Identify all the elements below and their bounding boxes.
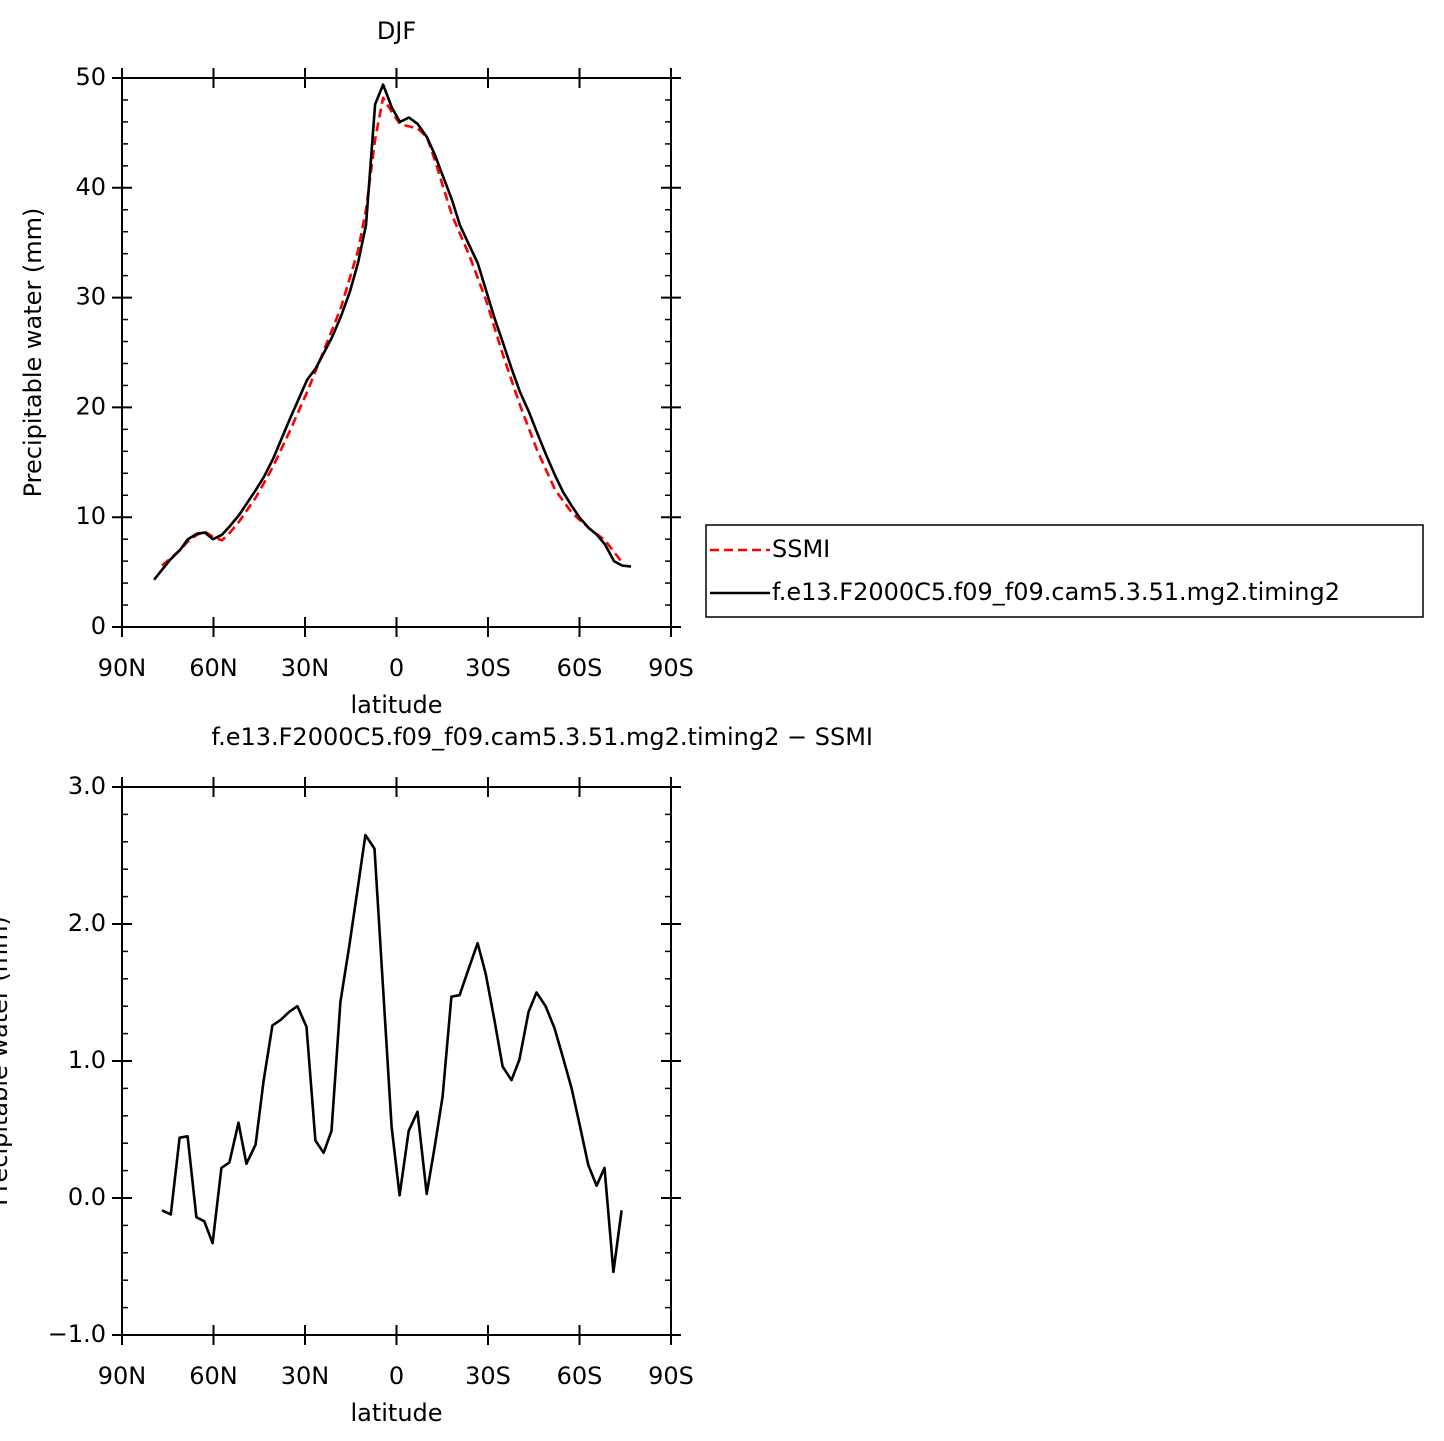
x-axis-label: latitude (350, 691, 442, 719)
x-tick-label: 30N (281, 1362, 330, 1390)
y-axis-label: Precipitable water (mm) (0, 916, 13, 1206)
legend-box (705, 524, 1424, 618)
x-tick-label: 60S (557, 654, 603, 682)
x-tick-label: 60N (189, 654, 238, 682)
plot-frame (121, 77, 672, 628)
plot-frame (121, 786, 672, 1336)
y-tick-label: 10 (75, 502, 106, 530)
x-tick-label: 0 (389, 654, 404, 682)
x-tick-label: 60N (189, 1362, 238, 1390)
x-tick-label: 0 (389, 1362, 404, 1390)
x-axis-label: latitude (350, 1399, 442, 1427)
y-tick-label: 0 (91, 612, 106, 640)
y-axis-label: Precipitable water (mm) (19, 208, 47, 498)
x-tick-label: 60S (557, 1362, 603, 1390)
y-tick-label: 30 (75, 283, 106, 311)
y-tick-label: 50 (75, 63, 106, 91)
data-line (161, 96, 623, 567)
y-tick-label: 3.0 (68, 772, 106, 800)
y-tick-label: 40 (75, 173, 106, 201)
legend-label: SSMI (772, 535, 830, 563)
data-line (161, 833, 623, 1274)
x-tick-label: 90N (98, 654, 147, 682)
y-tick-label: 1.0 (68, 1046, 106, 1074)
chart-title: DJF (377, 17, 416, 45)
x-tick-label: 30S (465, 654, 511, 682)
x-tick-label: 30S (465, 1362, 511, 1390)
y-tick-label: 0.0 (68, 1183, 106, 1211)
data-line (152, 83, 632, 581)
x-tick-label: 90S (648, 654, 694, 682)
x-tick-label: 90N (98, 1362, 147, 1390)
chart-title: f.e13.F2000C5.f09_f09.cam5.3.51.mg2.timi… (211, 723, 873, 751)
legend-label: f.e13.F2000C5.f09_f09.cam5.3.51.mg2.timi… (772, 578, 1340, 606)
y-tick-label: 2.0 (68, 909, 106, 937)
y-tick-label: −1.0 (48, 1320, 106, 1348)
y-tick-label: 20 (75, 392, 106, 420)
x-tick-label: 90S (648, 1362, 694, 1390)
x-tick-label: 30N (281, 654, 330, 682)
